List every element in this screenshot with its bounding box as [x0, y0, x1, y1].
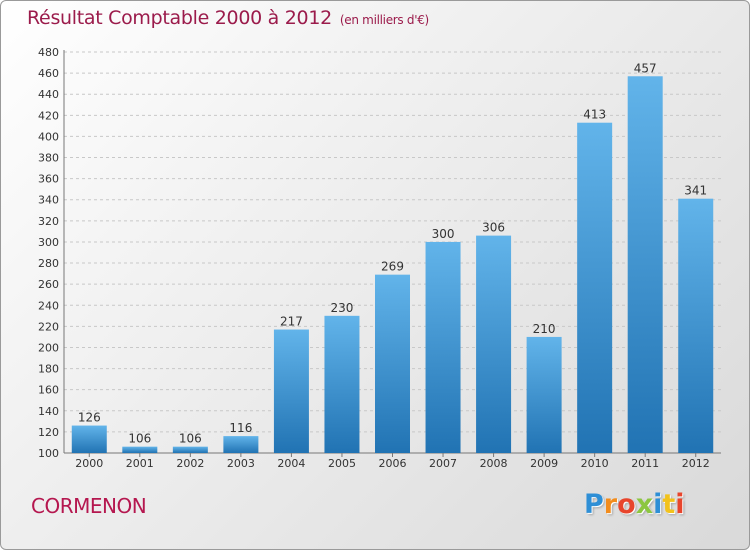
y-tick-label: 480	[38, 46, 59, 59]
value-label: 217	[280, 315, 303, 329]
y-tick-label: 340	[38, 194, 59, 207]
town-name: CORMENON	[31, 494, 147, 518]
x-tick-label: 2001	[126, 457, 154, 470]
bar	[425, 241, 461, 453]
x-tick-label: 2008	[480, 457, 508, 470]
bar	[627, 76, 663, 453]
y-tick-label: 400	[38, 130, 59, 143]
x-tick-label: 2011	[631, 457, 659, 470]
value-labels: 126 106 106 116 217 230 269 300 306 210 413 457 341	[78, 61, 707, 445]
y-tick-label: 180	[38, 363, 59, 376]
logo-letter: r	[603, 489, 618, 520]
logo-letter: i	[675, 489, 685, 520]
logo-letter: P	[584, 489, 604, 520]
bar	[172, 446, 208, 453]
x-tick-label: 2012	[682, 457, 710, 470]
logo-letter: o	[617, 489, 636, 520]
logo-letter: i	[653, 489, 663, 520]
value-label: 230	[331, 301, 354, 315]
chart-subtitle: (en milliers d'€)	[339, 13, 429, 27]
value-label: 341	[684, 184, 707, 198]
y-tick-label: 280	[38, 257, 59, 270]
value-label: 269	[381, 260, 404, 274]
y-tick-label: 260	[38, 278, 59, 291]
x-tick-label: 2007	[429, 457, 457, 470]
x-tick-label: 2010	[581, 457, 609, 470]
x-tick-label: 2000	[75, 457, 103, 470]
bar	[375, 274, 410, 453]
value-label: 300	[432, 227, 455, 241]
y-tick-label: 200	[38, 341, 59, 354]
x-tick-label: 2003	[227, 457, 255, 470]
y-tick-label: 160	[38, 384, 59, 397]
y-tick-label: 440	[38, 88, 59, 101]
y-tick-label: 240	[38, 299, 59, 312]
chart-title: Résultat Comptable 2000 à 2012 (en millie…	[27, 7, 429, 29]
y-tick-label: 220	[38, 320, 59, 333]
logo-letter: x	[635, 489, 654, 520]
y-tick-label: 140	[38, 405, 59, 418]
x-tick-label: 2006	[379, 457, 407, 470]
value-label: 306	[482, 221, 505, 235]
y-tick-label: 100	[38, 447, 59, 460]
value-label: 457	[634, 61, 657, 75]
x-tick-label: 2009	[530, 457, 558, 470]
bar	[526, 336, 562, 453]
bar	[577, 122, 613, 453]
bar	[476, 235, 512, 453]
y-tick-label: 360	[38, 173, 59, 186]
bar	[324, 315, 360, 453]
chart-title-text: Résultat Comptable 2000 à 2012	[27, 7, 332, 29]
value-label: 106	[179, 432, 202, 446]
y-tick-label: 460	[38, 67, 59, 80]
value-label: 413	[583, 108, 606, 122]
value-label: 210	[533, 322, 556, 336]
x-tick-label: 2004	[277, 457, 305, 470]
bar	[678, 198, 714, 453]
y-tick-label: 320	[38, 215, 59, 228]
y-tick-label: 420	[38, 109, 59, 122]
bar	[71, 425, 107, 453]
y-tick-label: 300	[38, 236, 59, 249]
x-tick-labels: 2000 2001 2002 2003 2004 2005 2006 2007 2008 2009…	[75, 457, 709, 470]
x-tick-label: 2005	[328, 457, 356, 470]
y-tick-label: 380	[38, 152, 59, 165]
bar	[122, 446, 158, 453]
x-tick-label: 2002	[176, 457, 204, 470]
proxiti-logo: Proxiti	[584, 489, 685, 520]
value-label: 116	[229, 421, 252, 435]
y-tick-labels: 100 120 140 160 180 200 220 240 260 280 300 320 340 3…	[38, 46, 59, 460]
bars	[71, 76, 714, 453]
bar	[273, 329, 309, 453]
y-tick-label: 120	[38, 426, 59, 439]
value-label: 106	[128, 432, 151, 446]
logo-letter: t	[662, 489, 676, 520]
bar	[223, 436, 259, 453]
value-label: 126	[78, 411, 101, 425]
